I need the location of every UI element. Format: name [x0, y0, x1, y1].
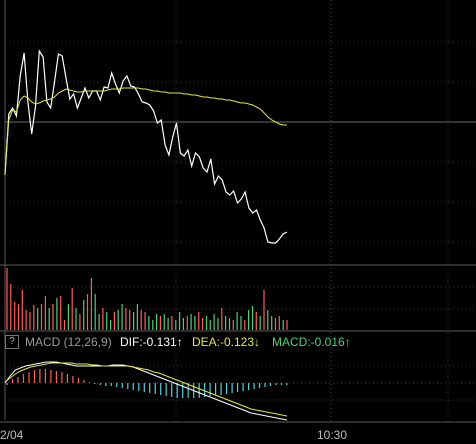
price-line: [4, 49, 288, 244]
dea-line: [4, 362, 288, 417]
macd-value-label: MACD:-0.016↑: [272, 335, 351, 349]
macd-panel: [4, 361, 288, 421]
volume-panel: [6, 268, 288, 330]
dif-label: DIF:-0.131↑: [120, 335, 183, 349]
x-axis-mid-label: 10:30: [317, 428, 348, 442]
macd-legend: MACD (12,26,9) DIF:-0.131↑ DEA:-0.123↓ M…: [0, 332, 476, 352]
x-axis-start-label: 2/04: [0, 428, 24, 442]
grid: [0, 0, 476, 423]
help-button[interactable]: ?: [5, 335, 19, 349]
price-panel: [4, 49, 288, 244]
average-price-line: [4, 87, 287, 176]
macd-title: MACD (12,26,9): [25, 335, 112, 349]
dea-label: DEA:-0.123↓: [192, 335, 261, 349]
dif-line: [4, 361, 288, 421]
